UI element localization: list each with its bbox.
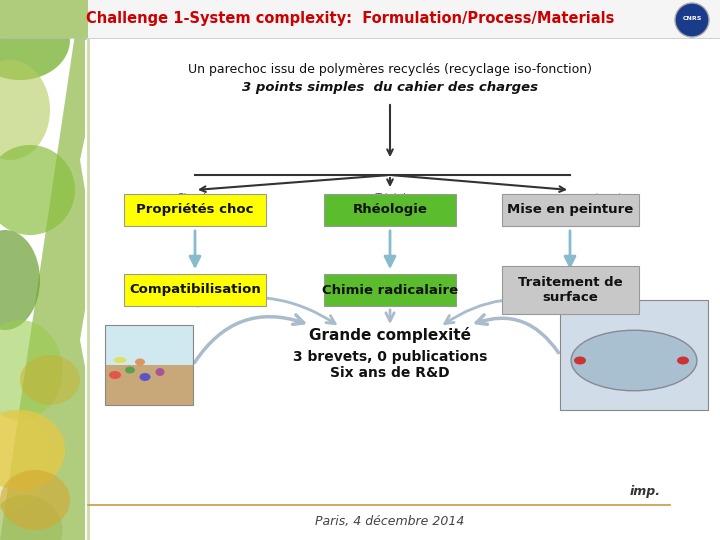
FancyBboxPatch shape [0,0,88,38]
Ellipse shape [125,367,135,374]
FancyBboxPatch shape [502,194,639,226]
FancyBboxPatch shape [124,194,266,226]
Text: 3 brevets, 0 publications
Six ans de R&D: 3 brevets, 0 publications Six ans de R&D [293,350,487,380]
FancyBboxPatch shape [105,325,193,365]
Ellipse shape [0,495,63,540]
Ellipse shape [0,320,63,420]
Ellipse shape [140,373,150,381]
Text: CNRS: CNRS [683,16,702,21]
Text: Compatibilisation: Compatibilisation [129,284,261,296]
Ellipse shape [20,355,80,405]
FancyBboxPatch shape [560,300,708,410]
FancyBboxPatch shape [502,266,639,314]
FancyBboxPatch shape [324,274,456,306]
Ellipse shape [0,230,40,330]
FancyBboxPatch shape [0,0,720,38]
FancyBboxPatch shape [105,365,193,405]
Ellipse shape [0,470,70,530]
Ellipse shape [0,60,50,160]
Text: Technologie maîtrisée: Technologie maîtrisée [513,193,627,204]
Text: Grande complexité: Grande complexité [309,327,471,343]
Ellipse shape [574,356,586,365]
Text: Simple: Simple [177,193,212,203]
Ellipse shape [0,0,70,80]
Text: Mise en peinture: Mise en peinture [507,204,633,217]
Text: 3 points simples  du cahier des charges: 3 points simples du cahier des charges [242,82,538,94]
Circle shape [675,3,709,37]
Text: Challenge 1-System complexity:  Formulation/Process/Materials: Challenge 1-System complexity: Formulati… [86,11,614,26]
Ellipse shape [0,410,50,510]
Ellipse shape [571,330,697,391]
Ellipse shape [0,410,65,490]
Ellipse shape [114,357,127,363]
FancyBboxPatch shape [324,194,456,226]
Text: Propriétés choc: Propriétés choc [136,204,253,217]
Ellipse shape [677,356,689,365]
Text: Paris, 4 décembre 2014: Paris, 4 décembre 2014 [315,516,464,529]
Text: Traitement de
surface: Traitement de surface [518,276,622,304]
Text: Rhéologie: Rhéologie [353,204,428,217]
FancyBboxPatch shape [124,274,266,306]
Text: Chimie radicalaire: Chimie radicalaire [322,284,458,296]
PathPatch shape [0,0,95,540]
Ellipse shape [0,145,75,235]
Ellipse shape [135,359,145,366]
Text: Un parechoc issu de polymères recyclés (recyclage iso-fonction): Un parechoc issu de polymères recyclés (… [188,64,592,77]
Text: imp.: imp. [629,485,660,498]
Text: Trivial: Trivial [374,193,405,203]
FancyBboxPatch shape [85,40,720,540]
Ellipse shape [109,371,121,379]
Ellipse shape [156,368,164,376]
